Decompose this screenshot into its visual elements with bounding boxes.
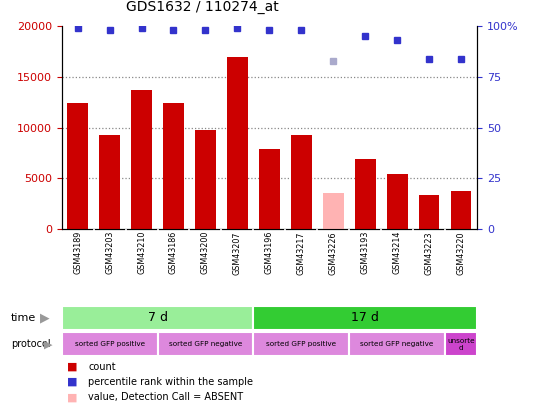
Text: GSM43210: GSM43210	[137, 231, 146, 275]
Bar	[163, 103, 184, 229]
Bar	[291, 134, 311, 229]
Text: ■: ■	[67, 392, 78, 402]
Bar	[445, 332, 477, 356]
Text: GSM43226: GSM43226	[329, 231, 338, 275]
Bar	[254, 332, 349, 356]
Bar	[62, 332, 158, 356]
Bar	[62, 306, 254, 330]
Text: unsorte
d: unsorte d	[447, 338, 475, 351]
Bar	[451, 191, 472, 229]
Bar	[323, 194, 344, 229]
Text: GSM43220: GSM43220	[457, 231, 466, 275]
Bar	[387, 174, 407, 229]
Text: GSM43196: GSM43196	[265, 231, 274, 275]
Text: ▶: ▶	[40, 311, 50, 324]
Text: time: time	[11, 313, 36, 323]
Bar	[227, 57, 248, 229]
Bar	[99, 134, 120, 229]
Text: GSM43203: GSM43203	[105, 231, 114, 275]
Bar	[158, 332, 254, 356]
Text: ■: ■	[67, 377, 78, 387]
Text: GSM43207: GSM43207	[233, 231, 242, 275]
Bar	[131, 90, 152, 229]
Text: sorted GFP negative: sorted GFP negative	[361, 341, 434, 347]
Text: value, Detection Call = ABSENT: value, Detection Call = ABSENT	[88, 392, 243, 402]
Bar	[67, 103, 88, 229]
Bar	[355, 159, 376, 229]
Text: GSM43223: GSM43223	[425, 231, 434, 275]
Bar	[259, 149, 280, 229]
Text: GSM43214: GSM43214	[393, 231, 401, 275]
Bar	[349, 332, 445, 356]
Text: count: count	[88, 362, 116, 371]
Bar	[254, 306, 477, 330]
Bar	[419, 196, 440, 229]
Text: 17 d: 17 d	[351, 311, 379, 324]
Text: sorted GFP positive: sorted GFP positive	[266, 341, 337, 347]
Text: sorted GFP positive: sorted GFP positive	[75, 341, 145, 347]
Text: ▶: ▶	[44, 339, 53, 349]
Text: ■: ■	[67, 362, 78, 371]
Text: GSM43217: GSM43217	[297, 231, 306, 275]
Text: GSM43193: GSM43193	[361, 231, 370, 275]
Text: GDS1632 / 110274_at: GDS1632 / 110274_at	[126, 0, 279, 14]
Text: GSM43189: GSM43189	[73, 231, 82, 275]
Bar	[195, 130, 216, 229]
Text: GSM43186: GSM43186	[169, 231, 178, 274]
Text: percentile rank within the sample: percentile rank within the sample	[88, 377, 254, 387]
Text: GSM43200: GSM43200	[201, 231, 210, 275]
Text: 7 d: 7 d	[147, 311, 168, 324]
Text: protocol: protocol	[11, 339, 50, 349]
Text: sorted GFP negative: sorted GFP negative	[169, 341, 242, 347]
